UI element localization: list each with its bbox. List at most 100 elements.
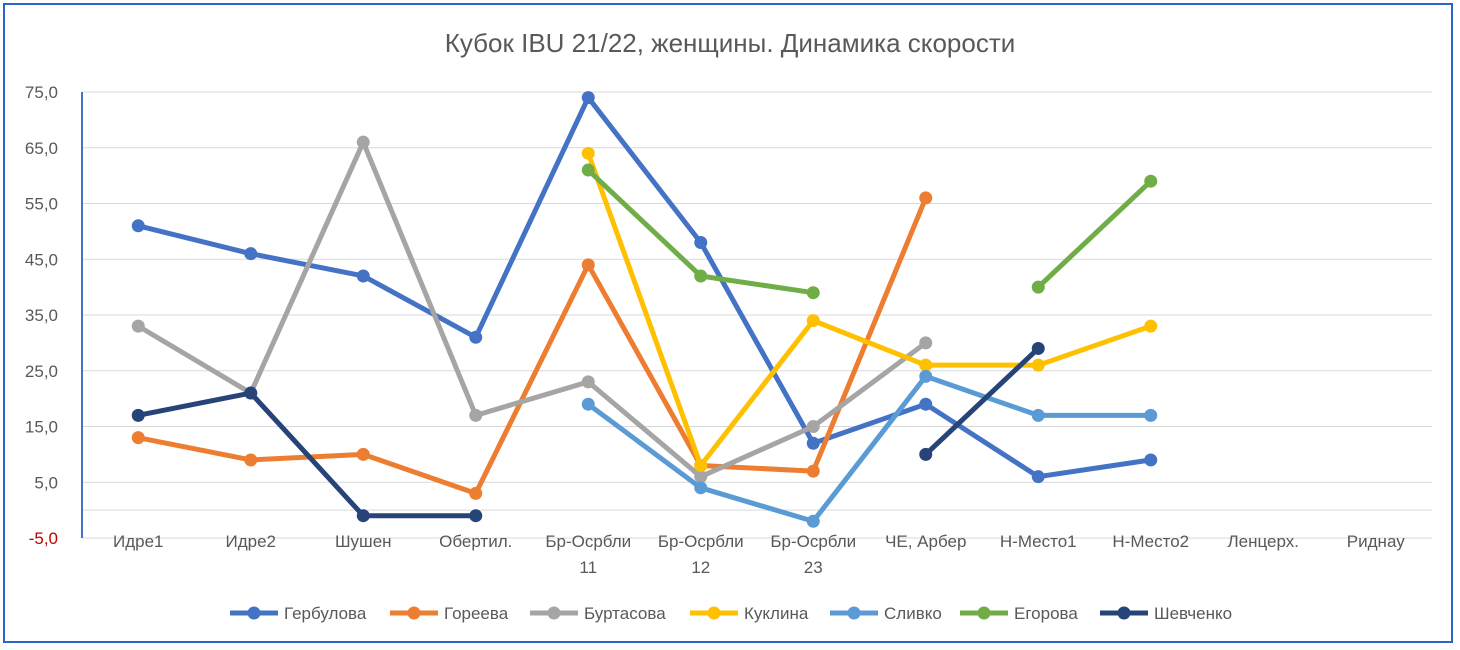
data-point [244,453,258,467]
legend-item: Гербулова [230,604,367,623]
x-tick-label: Н-Место2 [1112,532,1189,551]
x-tick-label: Риднау [1347,532,1405,551]
x-tick-label: Бр-Осрбли [658,532,744,551]
y-tick-label: 25,0 [25,362,58,381]
y-tick-label: 5,0 [34,473,58,492]
series-3 [581,146,1158,473]
series-1 [131,191,933,500]
y-tick-label: 35,0 [25,306,58,325]
data-point [356,135,370,149]
data-point [806,420,820,433]
data-point [694,236,708,250]
legend-label: Сливко [884,604,942,623]
data-point [469,509,483,523]
series-5 [581,163,1158,300]
data-point [694,481,708,495]
data-point [1144,408,1158,422]
data-point [131,319,145,333]
data-point [806,286,820,300]
data-point [919,336,933,350]
data-point [694,470,708,484]
chart-frame [3,3,1453,643]
legend-label: Гореева [444,604,509,623]
series-0 [131,91,1158,484]
series-line [135,195,929,496]
x-tick-label: Бр-Осрбли [770,532,856,551]
data-point [1031,341,1045,355]
x-tick-label: Бр-Осрбли [545,532,631,551]
legend-label: Гербулова [284,604,367,623]
data-point [919,447,933,461]
x-axis-tick-labels: Идре1 Идре2 Шушен Обертил. Бр-Осрбли 11 Бр-Оср… [113,532,1405,577]
legend: Гербулова Гореева Буртасова Куклина Сливко Ег… [230,604,1232,623]
data-point [919,191,933,205]
data-point [131,408,145,422]
data-point [469,486,483,500]
legend-swatch-marker [707,606,721,620]
data-point [131,219,145,233]
legend-item: Сливко [830,604,942,623]
legend-item: Буртасова [530,604,666,623]
data-point [1031,280,1045,294]
data-point [694,459,708,473]
data-point [581,397,595,411]
data-point [919,358,933,372]
data-point [1144,453,1158,467]
data-point [581,146,595,160]
data-point [244,247,258,261]
data-point [356,269,370,283]
series-line [135,139,929,480]
series-layer [131,91,1158,528]
x-tick-label: 23 [804,558,823,577]
data-point [356,447,370,461]
data-point [1144,319,1158,333]
series-line [1035,178,1154,290]
chart-title: Кубок IBU 21/22, женщины. Динамика скоро… [445,28,1016,58]
x-tick-label: Идре2 [225,532,276,551]
legend-label: Егорова [1014,604,1078,623]
legend-label: Шевченко [1154,604,1232,623]
data-point [356,509,370,523]
series-line [585,373,1154,524]
x-tick-label: ЧЕ, Арбер [885,532,966,551]
legend-swatch-marker [407,606,421,620]
series-line [135,390,479,519]
data-point [581,91,595,105]
data-point [806,314,820,328]
legend-swatch-marker [247,606,261,620]
legend-swatch-marker [547,606,561,620]
data-point [806,436,820,450]
y-tick-label: 65,0 [25,139,58,158]
x-tick-label: Обертил. [439,532,512,551]
data-point [131,431,145,445]
data-point [469,330,483,344]
x-tick-label: Ленцерх. [1228,532,1300,551]
legend-label: Куклина [744,604,809,623]
series-2 [131,135,933,484]
data-point [806,514,820,528]
data-point [1031,408,1045,422]
gridlines [82,91,1432,539]
series-6 [131,341,1045,523]
legend-item: Егорова [960,604,1078,623]
legend-swatch-marker [1117,606,1131,620]
data-point [694,269,708,283]
x-tick-label: 11 [579,558,597,577]
x-tick-label: Н-Место1 [1000,532,1077,551]
series-4 [581,369,1158,528]
legend-swatch-marker [977,606,991,620]
legend-item: Куклина [690,604,809,623]
legend-label: Буртасова [584,604,666,623]
data-point [1031,470,1045,484]
y-tick-label: 45,0 [25,250,58,269]
data-point [581,163,595,177]
data-point [1031,358,1045,372]
legend-item: Шевченко [1100,604,1232,623]
data-point [1144,174,1158,188]
series-line [585,150,1154,469]
x-tick-label: Идре1 [113,532,164,551]
x-tick-label: Шушен [335,532,392,551]
data-point [469,408,483,422]
data-point [581,375,595,389]
